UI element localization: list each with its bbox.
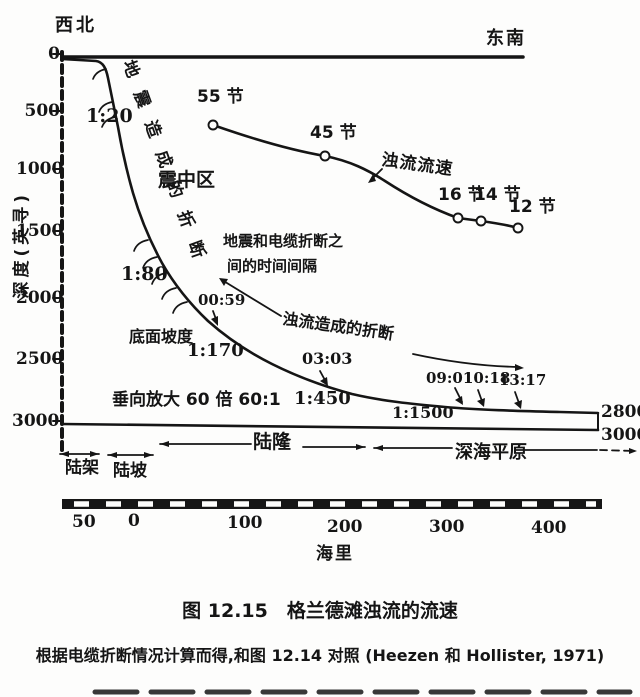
epicenter-label: 震中区 [158,169,216,191]
time-interval-line2: 间的时间间隔 [227,257,318,275]
break-time-0901: 09:01 [426,369,474,387]
time-interval-label: 地震和电缆折断之 间的时间间隔 [223,229,343,279]
arrowheads [60,174,637,458]
base-depth-line [60,422,600,432]
distance-scale-bar [62,499,602,509]
slope-1-1500: 1:1500 [392,403,454,422]
distance-tick-300: 300 [429,517,465,537]
zone-slope-label: 陆坡 [113,461,147,481]
velocity-curve [211,123,520,230]
break-time-1018: 10:18 [463,369,511,387]
slope-1-20: 1:20 [86,105,133,127]
break-time-1317: 13:17 [499,371,547,389]
slope-1-450: 1:450 [294,388,351,409]
distance-tick-100: 100 [227,513,263,533]
distance-tick-0: 0 [128,511,140,531]
distance-tick-200: 200 [327,517,363,537]
break-time-0303: 03:03 [302,349,353,368]
velocity-label-14kn: 14 节 [474,185,521,205]
vertical-exaggeration-label: 垂向放大 60 倍 60:1 [112,390,281,410]
slope-1-170: 1:170 [187,340,244,361]
zone-shelf-label: 陆架 [65,458,99,478]
velocity-label-12kn: 12 节 [509,197,556,217]
velocity-data-points [207,119,524,234]
earthquake-break-hooks [92,68,188,314]
distance-tick-50: 50 [72,512,96,532]
break-time-0059: 00:59 [198,291,246,309]
bottom-slope-label: 底面坡度 [129,327,194,346]
slope-1-80: 1:80 [121,263,168,285]
velocity-label-45kn: 45 节 [310,123,357,143]
depth-tick-2000: 2000 [16,288,64,308]
direction-northwest-label: 西北 [55,15,97,36]
depth-tick-1000: 1000 [16,159,64,179]
time-interval-line1: 地震和电缆折断之 [223,232,344,250]
distance-axis-title: 海里 [316,544,354,564]
depth-tick-1500: 1500 [16,221,64,241]
zone-rise-label: 陆隆 [253,431,292,453]
depth-tick-2500: 2500 [16,349,64,369]
depth-tick-0: 0 [48,44,60,64]
velocity-label-16kn: 16 节 [438,185,485,205]
velocity-label-55kn: 55 节 [197,87,244,107]
right-depth-2800: 2800 [601,402,640,422]
depth-tick-500: 500 [24,101,61,121]
figure-source-note: 根据电缆折断情况计算而得,和图 12.14 对照 (Heezen 和 Holli… [35,646,605,665]
figure-caption: 图 12.15 格兰德滩浊流的流速 [182,600,458,622]
depth-tick-3000: 3000 [12,411,60,431]
depth-axis-ticks [52,53,63,422]
right-depth-3000: 3000 [601,425,640,445]
zone-abyssal-label: 深海平原 [455,442,527,463]
seafloor-profile-line [60,57,600,415]
distance-tick-400: 400 [531,518,567,538]
direction-southeast-label: 东南 [486,28,526,49]
